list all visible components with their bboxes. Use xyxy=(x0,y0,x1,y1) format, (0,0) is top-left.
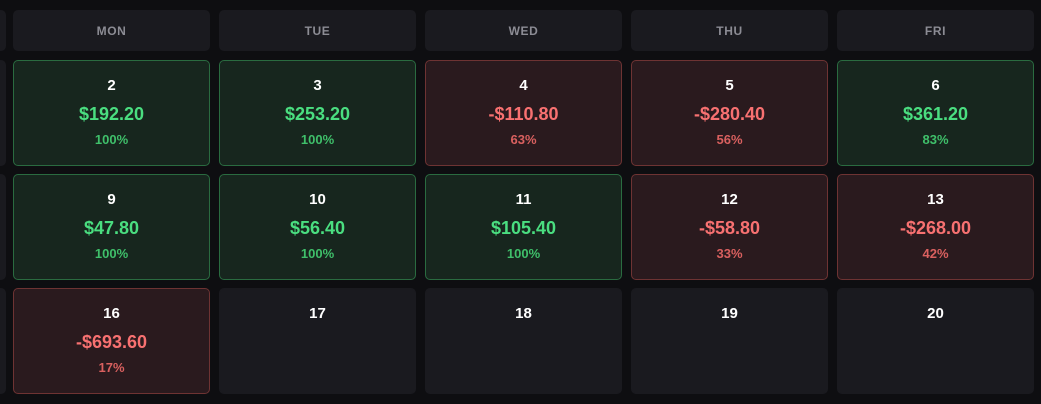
day-pnl: $192.20 xyxy=(78,104,145,124)
day-win-rate: 56% xyxy=(716,132,743,147)
weekday-header-fri: FRI xyxy=(837,10,1034,51)
day-number: 10 xyxy=(309,191,326,208)
day-cell[interactable]: 17 xyxy=(219,288,416,394)
sun-cell-edge[interactable] xyxy=(0,60,6,166)
day-cell[interactable]: 3 $253.20 100% xyxy=(219,60,416,166)
day-number: 5 xyxy=(725,77,734,94)
day-cell[interactable]: 6 $361.20 83% xyxy=(837,60,1034,166)
day-pnl: -$110.80 xyxy=(488,104,559,124)
sun-cell-edge[interactable] xyxy=(0,288,6,394)
day-win-rate: 100% xyxy=(300,132,335,147)
day-number: 11 xyxy=(515,191,532,208)
day-pnl: -$280.40 xyxy=(693,104,766,124)
day-number: 9 xyxy=(107,191,116,208)
day-pnl: $47.80 xyxy=(83,218,140,238)
day-win-rate: 33% xyxy=(716,246,743,261)
day-number: 12 xyxy=(721,191,738,208)
day-pnl: $253.20 xyxy=(284,104,351,124)
day-number: 6 xyxy=(931,77,940,94)
day-pnl: -$268.00 xyxy=(899,218,972,238)
day-number: 19 xyxy=(721,305,738,322)
weekday-header-wed: WED xyxy=(425,10,622,51)
day-cell[interactable]: 5 -$280.40 56% xyxy=(631,60,828,166)
day-cell[interactable]: 13 -$268.00 42% xyxy=(837,174,1034,280)
day-win-rate: 63% xyxy=(510,132,537,147)
weekday-header-tue: TUE xyxy=(219,10,416,51)
day-number: 4 xyxy=(519,77,528,94)
day-number: 13 xyxy=(927,191,944,208)
day-win-rate: 100% xyxy=(94,132,129,147)
sun-header-edge xyxy=(0,10,6,51)
day-cell[interactable]: 11 $105.40 100% xyxy=(425,174,622,280)
day-cell[interactable]: 20 xyxy=(837,288,1034,394)
day-number: 18 xyxy=(515,305,532,322)
day-win-rate: 100% xyxy=(94,246,129,261)
day-number: 17 xyxy=(309,305,326,322)
day-cell[interactable]: 4 -$110.80 63% xyxy=(425,60,622,166)
day-win-rate: 100% xyxy=(300,246,335,261)
day-cell[interactable]: 2 $192.20 100% xyxy=(13,60,210,166)
day-number: 16 xyxy=(103,305,120,322)
day-number: 20 xyxy=(927,305,944,322)
day-pnl: $361.20 xyxy=(902,104,969,124)
weekday-header-mon: MON xyxy=(13,10,210,51)
day-number: 2 xyxy=(107,77,116,94)
day-cell[interactable]: 12 -$58.80 33% xyxy=(631,174,828,280)
day-number: 3 xyxy=(313,77,322,94)
day-cell[interactable]: 16 -$693.60 17% xyxy=(13,288,210,394)
day-cell[interactable]: 10 $56.40 100% xyxy=(219,174,416,280)
day-cell[interactable]: 9 $47.80 100% xyxy=(13,174,210,280)
day-win-rate: 83% xyxy=(922,132,949,147)
day-pnl: $105.40 xyxy=(490,218,557,238)
day-win-rate: 17% xyxy=(98,360,125,375)
weekday-header-thu: THU xyxy=(631,10,828,51)
day-cell[interactable]: 18 xyxy=(425,288,622,394)
day-cell[interactable]: 19 xyxy=(631,288,828,394)
day-win-rate: 100% xyxy=(506,246,541,261)
day-pnl: -$58.80 xyxy=(698,218,761,238)
sun-cell-edge[interactable] xyxy=(0,174,6,280)
day-win-rate: 42% xyxy=(922,246,949,261)
day-pnl: $56.40 xyxy=(289,218,346,238)
day-pnl: -$693.60 xyxy=(75,332,148,352)
